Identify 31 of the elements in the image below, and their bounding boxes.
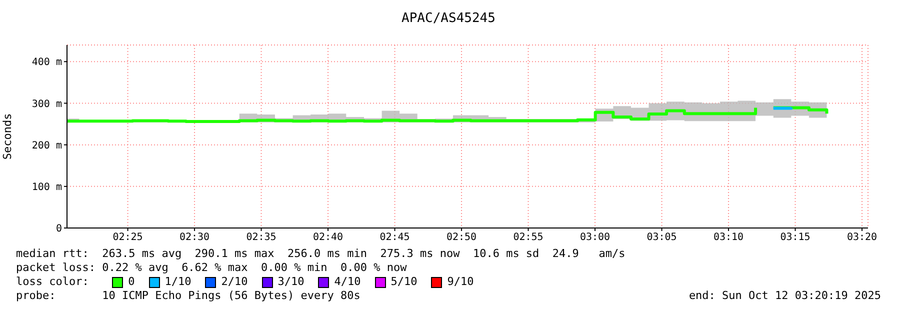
legend-label: 3/10 [278,275,304,289]
y-axis-title: Seconds [0,113,14,160]
y-tick-label: 0 [56,224,62,235]
y-tick-label: 100 m [32,182,62,193]
x-tick-label: 02:45 [380,232,410,244]
legend-label: 1/10 [164,275,192,289]
chart-title: APAC/AS45245 [400,11,496,26]
text: packet loss: 0.22 % avg 6.62 % max 0.00 % min 0.00 % now [16,261,408,275]
legend-label: 0 [128,275,135,289]
x-tick-label: 02:30 [179,232,210,244]
x-tick-label: 03:20 [846,232,878,244]
x-tick-label: 02:25 [112,232,143,244]
y-tick-label: 200 m [32,140,62,152]
x-tick-label: 03:05 [646,232,677,244]
legend-label: 4/10 [334,275,361,289]
text: median rtt: 263.5 ms avg 290.1 ms max 256.0 ms min 275.3 ms now 10.6 ms sd 24.9 am/s [16,247,626,261]
x-tick-label: 03:00 [580,232,610,244]
x-tick-label: 02:35 [246,232,276,244]
legend-label: 9/10 [447,275,474,289]
text: probe: 10 ICMP Echo Pings (56 Bytes) every 80s [16,289,360,303]
x-tick-label: 02:55 [513,232,544,244]
x-tick-label: 03:15 [780,232,810,244]
legend-label: 5/10 [390,275,418,289]
y-tick-label: 300 m [32,98,62,110]
y-tick-label: 400 m [32,57,62,68]
x-tick-label: 03:10 [713,232,744,244]
x-tick-label: 02:40 [312,232,344,244]
x-tick-label: 02:50 [446,232,477,244]
text: end: Sun Oct 12 03:20:19 2025 [688,289,881,303]
legend-title: loss color: [16,275,90,289]
legend-label: 2/10 [221,275,248,289]
